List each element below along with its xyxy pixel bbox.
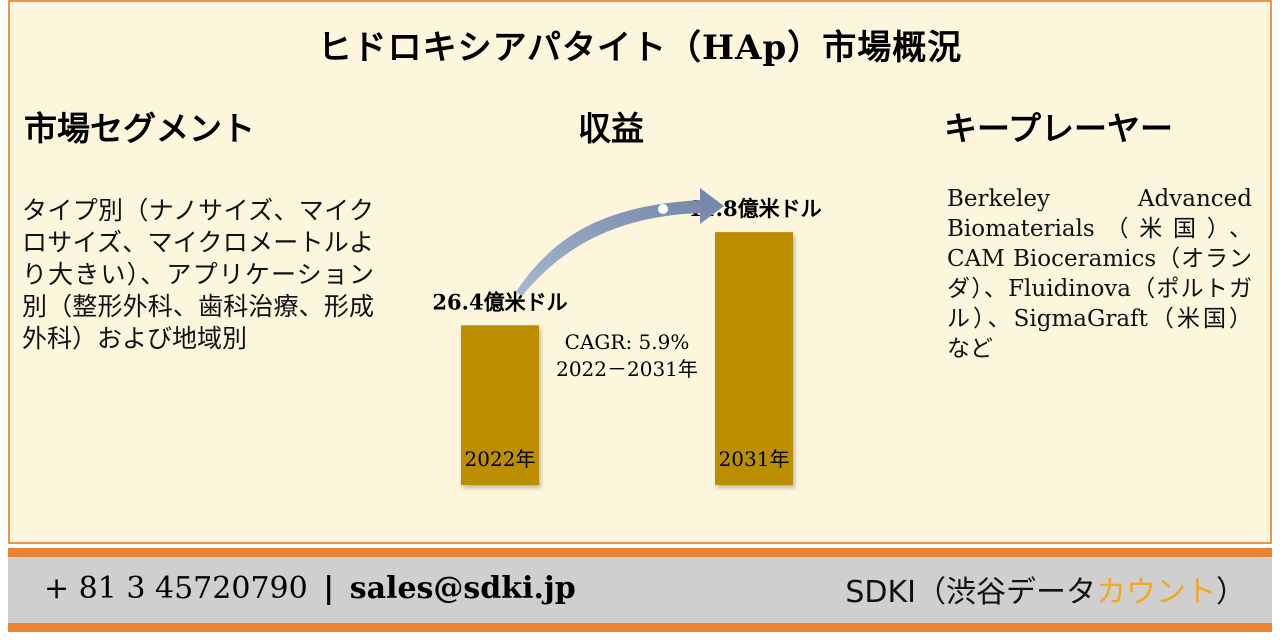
brand-main: SDKI（渋谷データ: [845, 575, 1096, 610]
bar-2: [715, 232, 793, 485]
footer-bar: + 81 3 45720790 | sales@sdki.jp SDKI（渋谷デ…: [8, 548, 1272, 632]
email-link[interactable]: sales@sdki.jp: [349, 571, 576, 606]
segments-heading: 市場セグメント: [24, 109, 255, 148]
contact-info: + 81 3 45720790 | sales@sdki.jp: [44, 571, 576, 606]
infographic-panel: ヒドロキシアパタイト（HAp）市場概況 市場セグメント 収益 キープレーヤー タ…: [8, 0, 1272, 544]
bar-category-label: 2031年: [719, 447, 790, 471]
segments-text: タイプ別（ナノサイズ、マイクロサイズ、マイクロメートルより大きい）、アプリケーシ…: [22, 196, 374, 353]
bar-value-label: 26.4億米ドル: [432, 289, 567, 314]
bar-category-label: 2022年: [465, 447, 536, 471]
players-heading: キープレーヤー: [944, 109, 1174, 148]
arrow-dot: [658, 204, 668, 214]
page-title: ヒドロキシアパタイト（HAp）市場概況: [317, 28, 963, 68]
phone-number[interactable]: + 81 3 45720790: [44, 571, 308, 606]
brand-end: ）: [1216, 575, 1246, 610]
brand-name: SDKI（渋谷データカウント）: [845, 567, 1246, 611]
bar-1: [461, 325, 539, 485]
cagr-period: 2022－2031年: [556, 357, 698, 381]
cagr-label: CAGR: 5.9%: [565, 330, 690, 354]
revenue-heading: 収益: [578, 109, 644, 148]
players-text: Berkeley Advanced Biomaterials（米国）、CAM B…: [947, 186, 1252, 362]
footer-inner: + 81 3 45720790 | sales@sdki.jp SDKI（渋谷デ…: [8, 557, 1272, 623]
growth-arrow: [516, 188, 724, 296]
brand-accent: カウント: [1096, 575, 1216, 610]
contact-separator: |: [323, 571, 335, 606]
